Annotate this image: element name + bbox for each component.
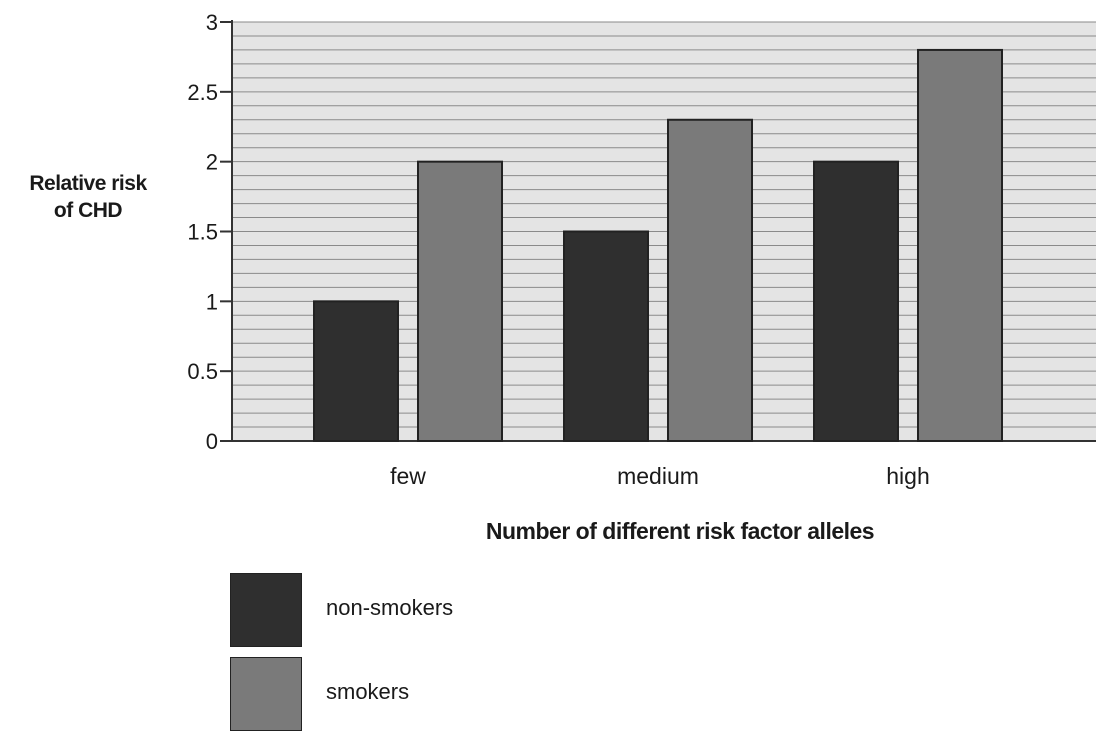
legend-swatch-smokers [230,657,302,731]
y-tick-label: 3 [206,10,218,35]
x-tick-label-high: high [886,463,929,489]
x-axis-label: Number of different risk factor alleles [485,518,875,544]
y-tick-label: 0 [206,429,218,454]
y-axis-label: Relative risk of CHD [2,170,174,224]
bar-smokers-few [417,160,503,443]
y-tick-label: 0.5 [187,359,218,384]
legend-swatch-non-smokers [230,573,302,647]
bar-non-smokers-few [313,300,399,443]
y-tick-label: 1.5 [187,220,218,245]
legend-label-non-smokers: non-smokers [326,595,454,620]
bar-non-smokers-medium [563,230,649,442]
y-axis-label-line-1: Relative risk [29,172,147,195]
bar-smokers-high [917,48,1003,443]
y-tick-label: 2 [206,150,218,175]
bar-non-smokers-high [813,160,899,443]
x-tick-label-medium: medium [617,463,699,489]
y-axis-label-line-2: of CHD [53,199,123,222]
y-tick-label: 2.5 [187,80,218,105]
bar-smokers-medium [667,118,753,443]
legend-label-smokers: smokers [326,679,410,704]
x-tick-label-few: few [390,463,426,489]
y-tick-label: 1 [206,289,218,314]
